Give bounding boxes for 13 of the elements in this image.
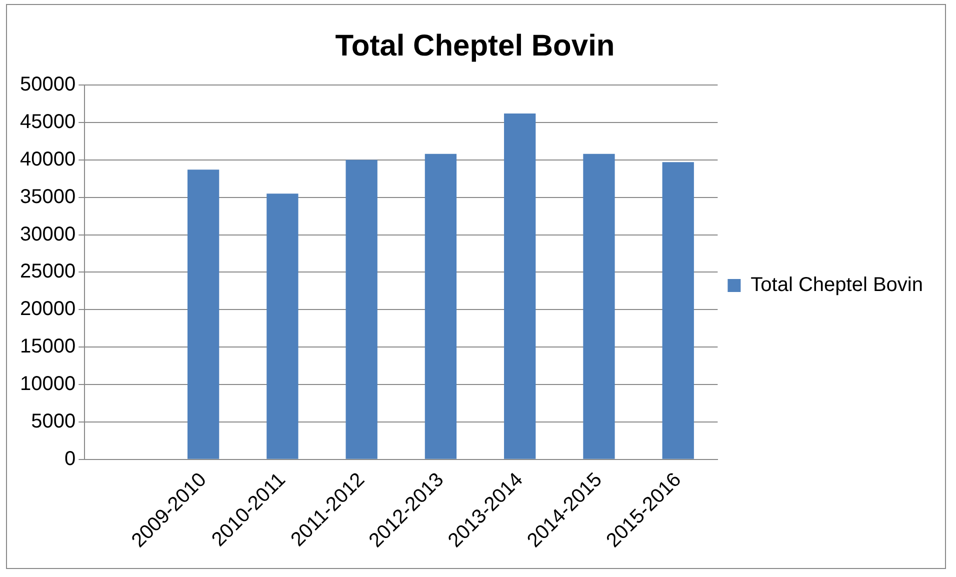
y-tick-label: 30000 xyxy=(20,223,76,246)
y-tick-label: 10000 xyxy=(20,373,76,396)
legend-label: Total Cheptel Bovin xyxy=(750,274,924,296)
chart-title: Total Cheptel Bovin xyxy=(335,29,615,62)
y-tick-label: 25000 xyxy=(20,260,76,283)
y-tick-label: 0 xyxy=(64,448,76,470)
y-tick-label: 50000 xyxy=(20,74,76,96)
y-tick-label: 40000 xyxy=(20,148,76,170)
y-tick-label: 45000 xyxy=(20,110,76,133)
y-tick-label: 20000 xyxy=(20,298,76,320)
y-tick-label: 15000 xyxy=(20,336,76,358)
y-tick-label: 35000 xyxy=(20,186,76,208)
y-tick-label: 5000 xyxy=(31,410,76,432)
